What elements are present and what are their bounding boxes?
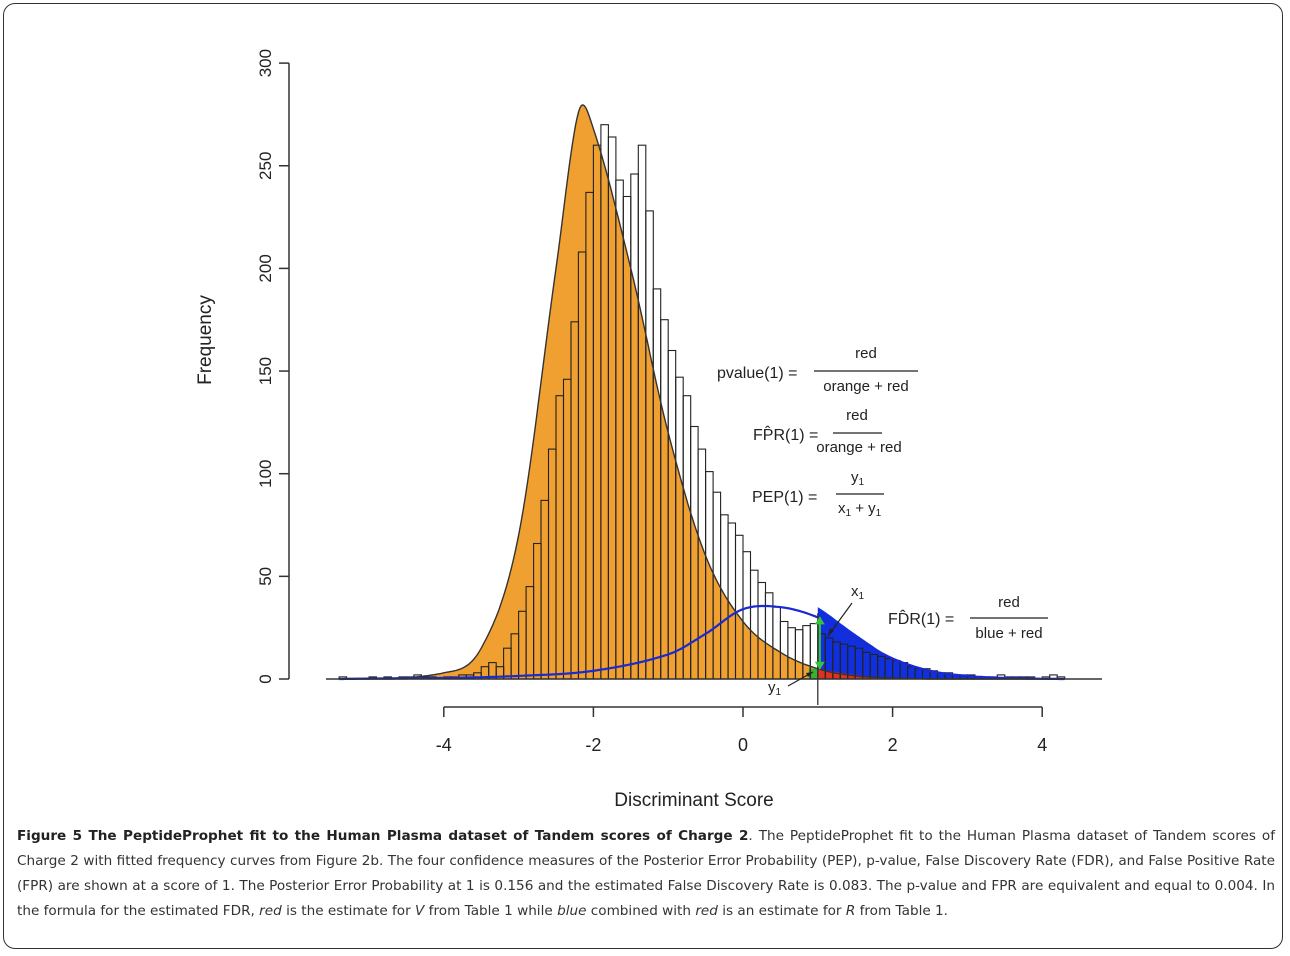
pep-numerator: y1 bbox=[851, 469, 865, 488]
figure-title: The PeptideProphet fit to the Human Plas… bbox=[88, 828, 749, 844]
x-tick-label: -2 bbox=[585, 735, 601, 755]
fpr-formula: FP̂R(1) = red orange + red bbox=[753, 407, 902, 456]
x1-arrowhead bbox=[828, 628, 834, 636]
figure-chart: 0 50 100 150 200 250 300 -4 -2 0 2 4 Frequency Disc… bbox=[195, 49, 1102, 811]
fitted-fill-areas bbox=[339, 104, 1065, 679]
caption-italic-term: blue bbox=[557, 903, 587, 919]
red-fill bbox=[817, 668, 893, 679]
caption-text: The PeptideProphet fit to the Human Plas… bbox=[17, 828, 1276, 919]
x1-label: x1 bbox=[851, 583, 865, 602]
y-tick-label: 0 bbox=[256, 674, 275, 683]
y1-annotation: y1 bbox=[768, 671, 814, 698]
x-tick-label: 4 bbox=[1037, 735, 1047, 755]
fdr-formula: FD̂R(1) = red blue + red bbox=[888, 594, 1048, 642]
y-tick-label: 100 bbox=[256, 460, 275, 488]
caption-text: from Table 1. bbox=[855, 903, 949, 919]
x-tick-label: -4 bbox=[436, 735, 452, 755]
y1-label: y1 bbox=[768, 679, 782, 698]
caption-text: is the estimate for bbox=[281, 903, 416, 919]
x1-span-arrowhead-bottom bbox=[814, 661, 825, 670]
caption-text: from Table 1 while bbox=[424, 903, 558, 919]
fpr-numerator: red bbox=[846, 407, 868, 424]
fdr-numerator: red bbox=[998, 594, 1020, 611]
y-tick-label: 300 bbox=[256, 49, 275, 77]
blue-fill bbox=[817, 607, 1065, 679]
pvalue-numerator: red bbox=[855, 345, 877, 362]
caption-title: Figure 5 The PeptideProphet fit to the H… bbox=[17, 828, 748, 844]
x1-span-arrowhead-top bbox=[814, 616, 825, 625]
fpr-lhs: FP̂R(1) = bbox=[753, 424, 818, 444]
pvalue-lhs: pvalue(1) = bbox=[717, 365, 798, 382]
pvalue-denominator: orange + red bbox=[823, 378, 908, 395]
pvalue-formula: pvalue(1) = red orange + red bbox=[717, 345, 918, 395]
figure-label: Figure 5 bbox=[17, 828, 83, 844]
fpr-denominator: orange + red bbox=[816, 439, 901, 456]
caption-body: The PeptideProphet fit to the Human Plas… bbox=[17, 828, 1275, 919]
fdr-lhs: FD̂R(1) = bbox=[888, 608, 954, 628]
caption-text: is an estimate for bbox=[717, 903, 846, 919]
y1-arrowhead bbox=[806, 672, 813, 677]
pep-lhs: PEP(1) = bbox=[752, 489, 817, 506]
y-tick-label: 50 bbox=[256, 567, 275, 586]
y-tick-label: 200 bbox=[256, 254, 275, 282]
caption-text: combined with bbox=[586, 903, 696, 919]
blue-fit-curve bbox=[339, 604, 1065, 681]
x-axis-title: Discriminant Score bbox=[614, 790, 773, 811]
green-sliver bbox=[808, 668, 818, 679]
y-tick-label: 150 bbox=[256, 357, 275, 385]
pep-denominator: x1 + y1 bbox=[838, 500, 882, 519]
score-marker bbox=[814, 613, 825, 705]
fdr-denominator: blue + red bbox=[975, 625, 1042, 642]
figure-caption: Figure 5 The PeptideProphet fit to the H… bbox=[17, 824, 1275, 924]
axes: 0 50 100 150 200 250 300 -4 -2 0 2 4 bbox=[256, 49, 1102, 755]
x1-annotation: x1 bbox=[827, 583, 865, 637]
pep-formula: PEP(1) = y1 x1 + y1 bbox=[752, 469, 884, 519]
caption-italic-term: red bbox=[695, 903, 718, 919]
caption-italic-term: V bbox=[415, 903, 425, 919]
x-tick-label: 0 bbox=[738, 735, 748, 755]
caption-italic-term: red bbox=[259, 903, 282, 919]
y-axis-title: Frequency bbox=[195, 295, 216, 385]
y-tick-label: 250 bbox=[256, 152, 275, 180]
x-tick-label: 2 bbox=[888, 735, 898, 755]
caption-title-period: . bbox=[748, 828, 759, 844]
caption-italic-term: R bbox=[845, 903, 856, 919]
